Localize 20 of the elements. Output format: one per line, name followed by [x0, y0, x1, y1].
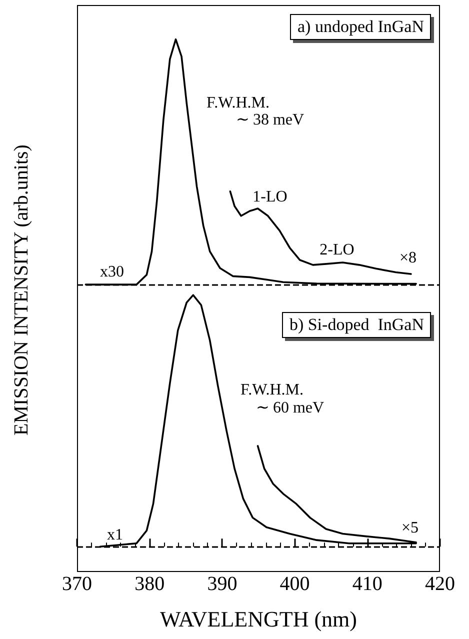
annotation: F.W.H.M.: [206, 94, 270, 112]
x-tick-label: 380: [134, 573, 165, 595]
annotation: ∼ 38 meV: [236, 112, 304, 128]
x-tick-label: 370: [62, 573, 92, 595]
annotation: x30: [100, 264, 124, 280]
annotation: 2-LO: [320, 242, 354, 258]
annotation: ∼ 60 meV: [256, 400, 324, 416]
x-tick-label: 390: [207, 573, 238, 595]
annotation: F.W.H.M.: [240, 382, 304, 398]
x-tick-label: 420: [425, 573, 455, 595]
x-axis-title: WAVELENGTH (nm): [160, 606, 357, 632]
annotation: ×5: [401, 520, 419, 536]
y-axis-title: EMISSION INTENSITY (arb.units): [10, 144, 34, 436]
text: a) undoped InGaN: [290, 14, 431, 40]
annotation: x1: [107, 526, 123, 544]
annotation: 1-LO: [252, 188, 288, 206]
x-tick-label: 400: [280, 573, 310, 595]
x-tick-label: 410: [352, 573, 382, 595]
annotation: ×8: [399, 250, 417, 266]
annotation: b) Si-doped InGaN: [282, 312, 431, 338]
